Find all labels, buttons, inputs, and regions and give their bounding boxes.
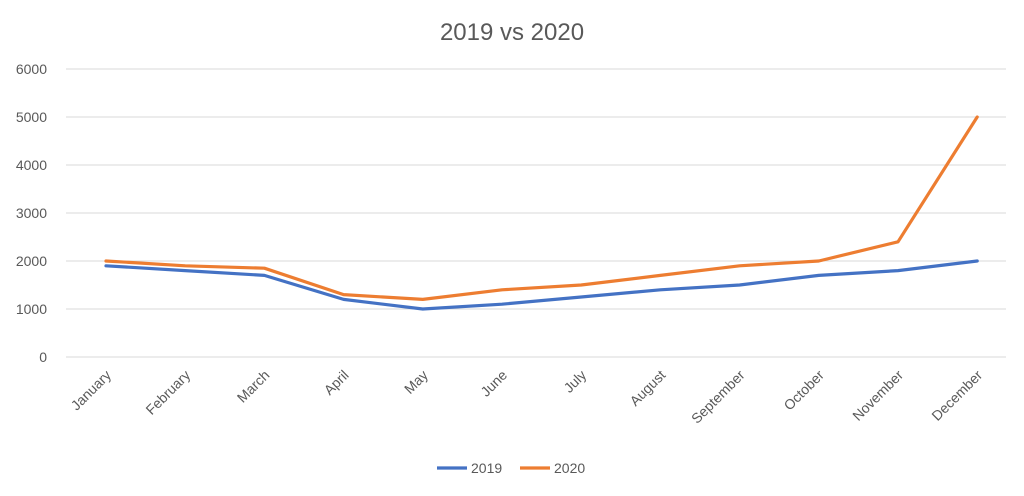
series-lines <box>104 115 979 311</box>
x-tick-label: May <box>401 367 431 397</box>
series-line-2019 <box>104 259 979 311</box>
chart-title: 2019 vs 2020 <box>440 19 584 46</box>
y-tick-label: 5000 <box>16 109 47 125</box>
y-tick-label: 0 <box>39 349 47 365</box>
x-tick-label: April <box>321 367 352 398</box>
y-tick-label: 4000 <box>16 157 47 173</box>
y-axis-ticks: 0 1000 2000 3000 4000 5000 6000 <box>16 61 47 365</box>
x-tick-label: February <box>142 367 193 418</box>
x-axis-ticks: January February March April May June July Augu… <box>68 367 986 427</box>
x-tick-label: August <box>626 367 668 409</box>
y-tick-label: 2000 <box>16 253 47 269</box>
x-tick-label: July <box>560 367 589 396</box>
x-tick-label: January <box>68 367 115 414</box>
y-tick-label: 6000 <box>16 61 47 77</box>
y-tick-label: 3000 <box>16 205 47 221</box>
legend-label: 2019 <box>471 460 502 476</box>
x-tick-label: November <box>849 367 906 424</box>
x-tick-label: June <box>477 367 510 400</box>
series-line-2020 <box>104 115 979 301</box>
x-tick-label: October <box>780 367 827 414</box>
x-tick-label: September <box>688 367 748 427</box>
x-tick-label: December <box>928 367 985 424</box>
y-tick-label: 1000 <box>16 301 47 317</box>
gridlines <box>66 68 1006 358</box>
legend-label: 2020 <box>554 460 585 476</box>
legend: 2019 2020 <box>437 460 585 476</box>
x-tick-label: March <box>234 367 273 406</box>
